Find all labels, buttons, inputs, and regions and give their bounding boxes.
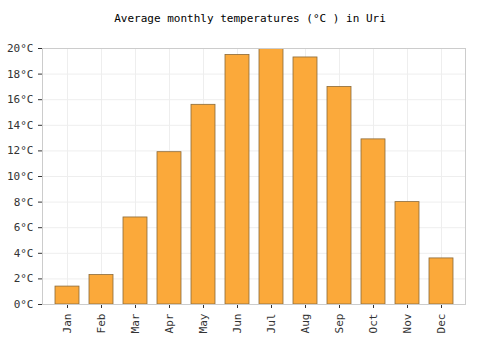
html-text:Average monthly temperatures (: Average monthly temperatures (°C ) in Ur… [114,12,386,25]
svg-text:May: May [197,313,210,333]
svg-text:Mar: Mar [129,313,142,333]
svg-text:Jun: Jun [231,314,244,334]
svg-text:8°C: 8°C [14,196,34,209]
svg-text:4°C: 4°C [14,247,34,260]
svg-text:12°C: 12°C [7,144,34,157]
svg-text:Dec: Dec [435,314,448,334]
svg-text:Nov: Nov [401,313,414,333]
svg-text:18°C: 18°C [7,68,34,81]
svg-text:2°C: 2°C [14,272,34,285]
svg-text:Feb: Feb [95,314,108,334]
svg-text:0°C: 0°C [14,298,34,311]
svg-text:16°C: 16°C [7,93,34,106]
svg-text:14°C: 14°C [7,119,34,132]
svg-text:10°C: 10°C [7,170,34,183]
svg-text:Apr: Apr [163,313,176,333]
svg-text:20°C: 20°C [7,42,34,55]
svg-text:Jul: Jul [265,314,278,334]
svg-text:Sep: Sep [333,314,346,334]
svg-text:Oct: Oct [367,314,380,334]
svg-text:Jan: Jan [61,314,74,334]
svg-text:Aug: Aug [299,314,312,334]
svg-text:6°C: 6°C [14,221,34,234]
